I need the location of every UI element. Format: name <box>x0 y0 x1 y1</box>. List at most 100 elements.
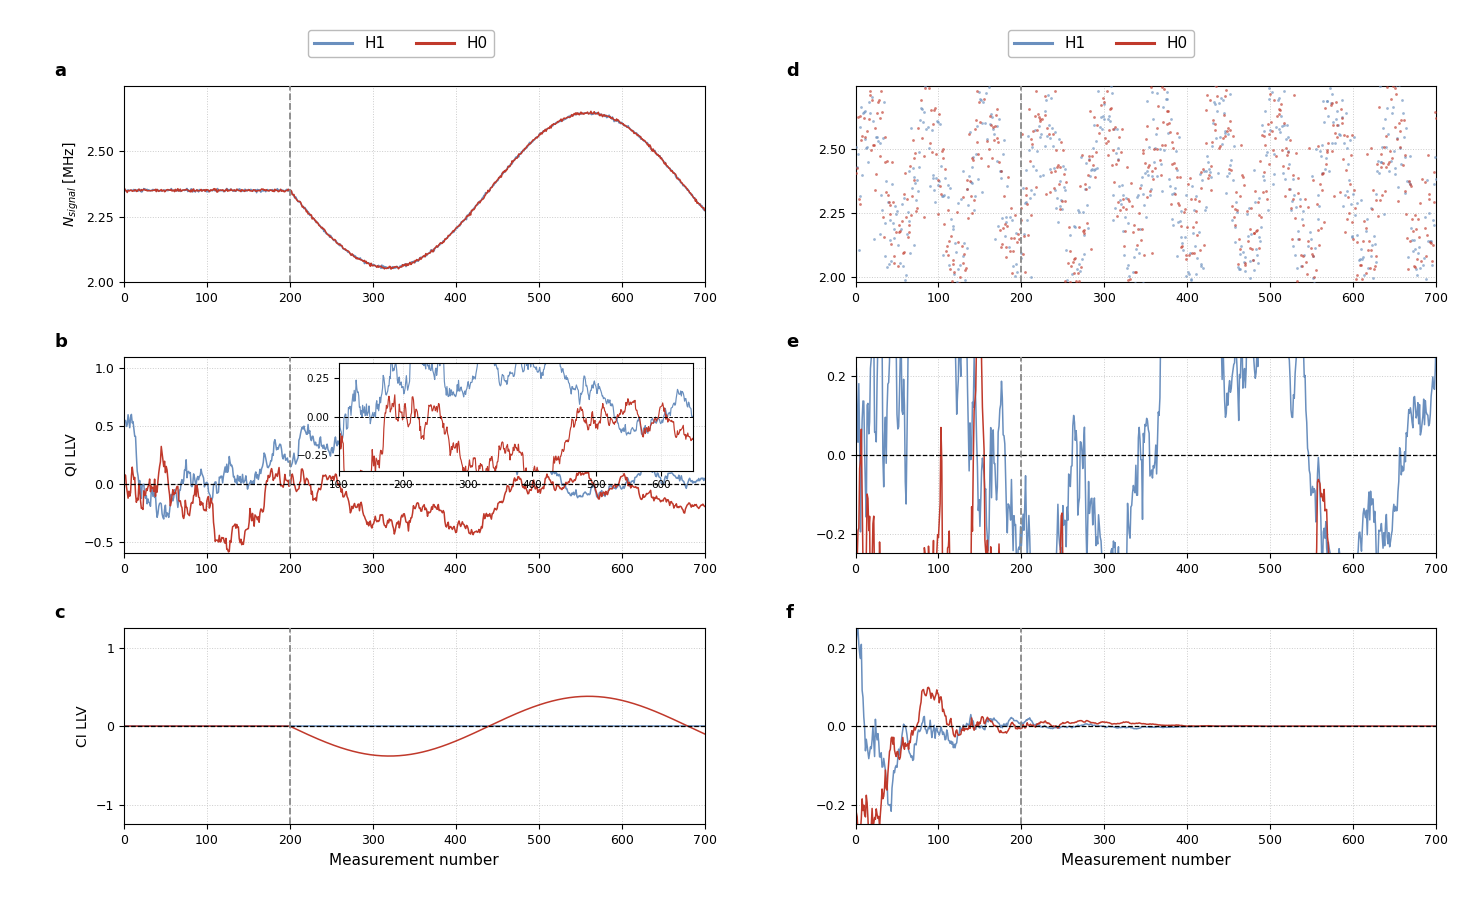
Point <box>920 66 943 80</box>
Point <box>1155 104 1178 118</box>
Point <box>1363 259 1387 273</box>
Point <box>1026 107 1050 122</box>
Point <box>1373 112 1397 126</box>
Point <box>881 177 904 191</box>
Point <box>1174 251 1197 266</box>
X-axis label: Measurement number: Measurement number <box>1061 852 1231 868</box>
Point <box>1134 210 1158 224</box>
Point <box>917 65 940 79</box>
Point <box>1369 155 1392 169</box>
Point <box>1318 81 1341 96</box>
Point <box>1024 123 1047 138</box>
Point <box>849 108 872 123</box>
Point <box>1242 226 1266 241</box>
Point <box>1185 250 1209 265</box>
Point <box>1372 121 1395 135</box>
Point <box>1368 166 1391 180</box>
Point <box>863 182 886 196</box>
Point <box>1061 294 1085 308</box>
Point <box>956 182 980 196</box>
Point <box>1359 201 1382 215</box>
Point <box>1376 127 1400 141</box>
Point <box>1000 213 1024 227</box>
Point <box>1028 114 1051 128</box>
Point <box>900 208 923 223</box>
Point <box>1286 223 1309 238</box>
Point <box>989 163 1012 177</box>
Point <box>920 123 943 137</box>
Point <box>876 195 900 209</box>
Point <box>1331 199 1354 214</box>
Point <box>942 265 965 279</box>
Point <box>926 114 949 129</box>
Point <box>959 150 983 165</box>
Point <box>1318 67 1341 81</box>
Point <box>921 117 945 132</box>
Point <box>1366 156 1389 170</box>
Point <box>1280 232 1303 246</box>
Point <box>1315 142 1338 157</box>
Point <box>1217 161 1241 176</box>
Point <box>850 168 873 182</box>
Point <box>991 221 1015 235</box>
Point <box>1271 166 1295 180</box>
Point <box>1220 199 1244 214</box>
Point <box>1394 186 1417 200</box>
Point <box>1171 286 1194 300</box>
Point <box>1226 257 1250 271</box>
Text: e: e <box>786 332 798 350</box>
Point <box>1239 241 1263 255</box>
Point <box>965 135 989 150</box>
Point <box>903 169 926 184</box>
Point <box>999 243 1022 258</box>
Point <box>1369 160 1392 175</box>
Point <box>1330 115 1353 130</box>
Point <box>1392 148 1416 162</box>
Point <box>927 174 951 188</box>
Point <box>1222 210 1245 224</box>
Point <box>946 326 970 341</box>
Point <box>1368 193 1391 207</box>
Point <box>863 66 886 80</box>
Point <box>1319 98 1343 113</box>
Point <box>1251 185 1274 199</box>
Point <box>968 115 991 130</box>
Point <box>1333 128 1356 142</box>
Point <box>875 260 898 275</box>
Point <box>920 145 943 159</box>
Point <box>1420 253 1443 268</box>
Point <box>1005 308 1028 323</box>
Point <box>940 222 964 236</box>
Point <box>1325 105 1349 119</box>
Point <box>1257 92 1280 106</box>
Point <box>1188 165 1212 179</box>
Point <box>1137 159 1161 174</box>
Point <box>1319 96 1343 110</box>
Point <box>1330 39 1353 53</box>
Point <box>1371 140 1394 154</box>
Point <box>1153 63 1177 77</box>
Point <box>1229 138 1252 152</box>
Point <box>1336 128 1359 142</box>
Point <box>1395 174 1419 188</box>
Point <box>1229 189 1252 204</box>
Point <box>930 188 954 203</box>
Point <box>1298 141 1321 155</box>
Point <box>869 226 892 241</box>
Point <box>954 261 977 276</box>
Point <box>1076 168 1099 182</box>
Point <box>1120 282 1143 296</box>
Point <box>863 121 886 135</box>
Point <box>872 210 895 224</box>
Point <box>1303 305 1327 320</box>
Point <box>1266 49 1289 63</box>
Point <box>1245 223 1268 238</box>
Point <box>1406 251 1429 266</box>
Point <box>1085 161 1108 176</box>
Point <box>873 130 897 144</box>
Point <box>1293 299 1317 314</box>
Point <box>1031 77 1054 91</box>
Point <box>1260 124 1283 139</box>
Point <box>1305 263 1328 278</box>
Point <box>948 323 971 338</box>
